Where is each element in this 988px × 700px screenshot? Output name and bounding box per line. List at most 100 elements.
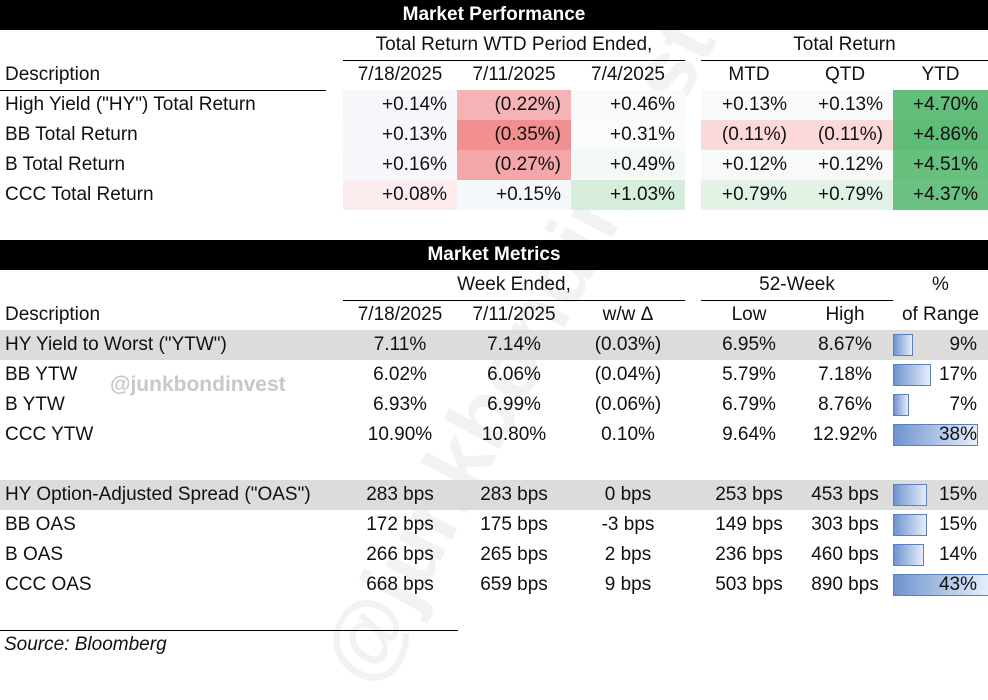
- metrics-cell-value: 10.90%: [367, 424, 433, 445]
- metrics-range-value: 15%: [938, 514, 977, 535]
- metrics-cell-value: 12.92%: [812, 424, 878, 445]
- metrics-header-description: Description: [5, 304, 101, 325]
- metrics-header-col: 7/11/2025: [472, 304, 556, 325]
- perf-header-col: YTD: [921, 64, 960, 85]
- metrics-cell-value: 6.79%: [722, 394, 776, 415]
- metrics-cell-value: 175 bps: [480, 514, 548, 535]
- range-fill-bar: [893, 364, 932, 386]
- metrics-header-col: High: [825, 304, 865, 325]
- perf-cell-bg: [571, 90, 685, 120]
- range-fill-bar: [893, 514, 927, 536]
- metrics-cell-value: -3 bps: [601, 514, 655, 535]
- performance-group-total: Total Return: [793, 34, 896, 55]
- metrics-cell-value: 149 bps: [715, 514, 783, 535]
- perf-row-description: CCC Total Return: [5, 184, 154, 205]
- perf-cell-value: +0.15%: [496, 184, 561, 205]
- metrics-cell-value: 6.02%: [373, 364, 427, 385]
- metrics-cell-value: 6.06%: [487, 364, 541, 385]
- metrics-cell-value: 7.14%: [487, 334, 541, 355]
- metrics-group-week: Week Ended,: [457, 274, 571, 295]
- perf-cell-bg: [457, 180, 571, 210]
- performance-group-wtd: Total Return WTD Period Ended,: [375, 34, 653, 55]
- performance-title: Market Performance: [0, 0, 988, 30]
- metrics-cell-value: 172 bps: [366, 514, 434, 535]
- perf-cell-bg: [701, 90, 797, 120]
- perf-header-description: Description: [5, 64, 101, 85]
- metrics-cell-value: 453 bps: [811, 484, 879, 505]
- metrics-cell-value: 7.11%: [373, 334, 427, 355]
- metrics-header-col: w/w Δ: [602, 304, 654, 325]
- perf-cell-value: +0.31%: [610, 124, 675, 145]
- perf-cell-value: +0.79%: [818, 184, 883, 205]
- perf-cell-value: +0.13%: [722, 94, 787, 115]
- metrics-cell-value: 668 bps: [366, 574, 434, 595]
- metrics-range-value: 17%: [938, 364, 977, 385]
- perf-cell-value: +4.51%: [913, 154, 978, 175]
- metrics-cell-value: 503 bps: [715, 574, 783, 595]
- perf-row-description: BB Total Return: [5, 124, 138, 145]
- perf-cell-value: +0.13%: [818, 94, 883, 115]
- perf-cell-bg: [343, 150, 457, 180]
- perf-cell-value: (0.22%): [494, 94, 561, 115]
- range-fill-bar: [893, 574, 988, 596]
- metrics-range-value: 38%: [938, 424, 977, 445]
- perf-cell-value: (0.27%): [494, 154, 561, 175]
- metrics-cell-value: 9 bps: [604, 574, 652, 595]
- perf-cell-value: +1.03%: [610, 184, 675, 205]
- metrics-range-value: 7%: [949, 394, 977, 415]
- perf-cell-bg: [893, 90, 988, 120]
- source-note: Source: Bloomberg: [4, 634, 167, 655]
- metrics-header-range: of Range: [901, 304, 980, 325]
- metrics-cell-value: 303 bps: [811, 514, 879, 535]
- metrics-range-value: 9%: [949, 334, 977, 355]
- metrics-range-value: 15%: [938, 484, 977, 505]
- perf-header-col: 7/18/2025: [357, 64, 443, 85]
- perf-cell-bg: [893, 120, 988, 150]
- perf-cell-bg: [571, 150, 685, 180]
- perf-cell-value: +0.14%: [382, 94, 447, 115]
- perf-cell-bg: [797, 90, 893, 120]
- perf-cell-value: +4.70%: [913, 94, 978, 115]
- metrics-cell-value: 9.64%: [722, 424, 776, 445]
- metrics-row-description: CCC YTW: [5, 424, 94, 445]
- perf-cell-bg: [343, 180, 457, 210]
- metrics-cell-value: 7.18%: [818, 364, 872, 385]
- perf-cell-bg: [797, 150, 893, 180]
- metrics-cell-value: 8.76%: [818, 394, 872, 415]
- range-fill-bar: [893, 334, 914, 356]
- perf-row-description: High Yield ("HY") Total Return: [5, 94, 256, 115]
- perf-cell-value: +0.12%: [722, 154, 787, 175]
- metrics-cell-value: 265 bps: [480, 544, 548, 565]
- perf-cell-value: +0.46%: [610, 94, 675, 115]
- perf-cell-value: +0.08%: [382, 184, 447, 205]
- range-fill-bar: [893, 484, 927, 506]
- perf-cell-value: +0.12%: [818, 154, 883, 175]
- metrics-header-col: Low: [731, 304, 767, 325]
- metrics-cell-value: (0.06%): [594, 394, 662, 415]
- metrics-group-52week: 52-Week: [759, 274, 835, 295]
- perf-cell-value: (0.11%): [721, 124, 787, 145]
- metrics-row-description: B YTW: [5, 394, 65, 415]
- range-fill-bar: [893, 544, 925, 566]
- metrics-row-description: B OAS: [5, 544, 64, 565]
- metrics-cell-value: 10.80%: [481, 424, 547, 445]
- metrics-row-shade: [0, 480, 988, 510]
- metrics-row-description: CCC OAS: [5, 574, 92, 595]
- metrics-row-description: HY Option-Adjusted Spread ("OAS"): [5, 484, 311, 505]
- perf-header-col: 7/4/2025: [591, 64, 665, 85]
- perf-cell-bg: [797, 120, 893, 150]
- perf-cell-bg: [797, 180, 893, 210]
- metrics-cell-value: 6.99%: [487, 394, 541, 415]
- metrics-range-value: 14%: [938, 544, 977, 565]
- metrics-cell-value: 283 bps: [480, 484, 548, 505]
- metrics-cell-value: 6.95%: [722, 334, 776, 355]
- metrics-cell-value: 659 bps: [480, 574, 548, 595]
- perf-cell-value: (0.35%): [494, 124, 561, 145]
- metrics-row-description: HY Yield to Worst ("YTW"): [5, 334, 227, 355]
- perf-cell-bg: [457, 150, 571, 180]
- metrics-row-shade: [0, 330, 988, 360]
- metrics-cell-value: 0.10%: [601, 424, 655, 445]
- metrics-cell-value: 266 bps: [366, 544, 434, 565]
- metrics-cell-value: 8.67%: [818, 334, 872, 355]
- perf-cell-bg: [343, 90, 457, 120]
